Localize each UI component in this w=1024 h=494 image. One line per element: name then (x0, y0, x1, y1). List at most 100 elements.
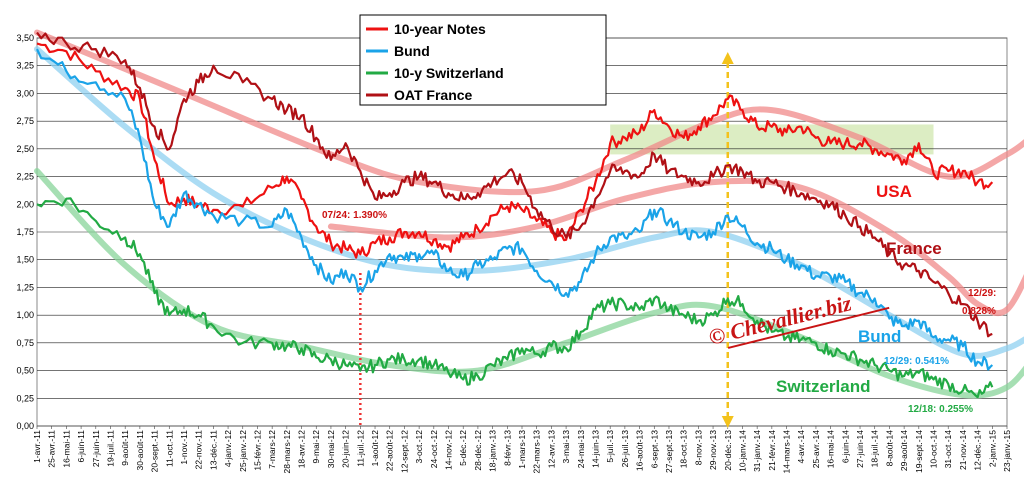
x-tick-label: 25-avr.-14 (811, 430, 821, 469)
y-tick-label: 1,25 (16, 282, 34, 292)
x-tick-label: 10-oct.-14 (929, 430, 939, 469)
annotation-france-value: 0.828% (962, 306, 996, 317)
x-tick-label: 20-juin-12 (341, 430, 351, 468)
y-axis-ticks: 0,00 0,25 0,50 0,75 1,00 1,25 1,50 1,75 2,00 2,25… (16, 33, 34, 431)
x-tick-label: 28-mars-12 (282, 430, 292, 474)
y-tick-label: 1,50 (16, 255, 34, 265)
annotation-bund-value: 12/29: 0.541% (884, 356, 949, 367)
annotation-switzerland: Switzerland (776, 377, 870, 396)
x-tick-label: 4-avr.-14 (796, 430, 806, 464)
series-line-oat-france (36, 31, 993, 338)
x-tick-label: 9-mai-12 (311, 430, 321, 464)
vline-arrow-down (721, 416, 734, 428)
x-tick-label: 13-déc.-11 (208, 430, 218, 470)
annotation-bund: Bund (858, 327, 901, 346)
x-tick-label: 21-févr.-14 (767, 430, 777, 471)
x-tick-label: 24-oct.-12 (429, 430, 439, 469)
x-tick-label: 23-janv.-15 (1002, 430, 1012, 472)
x-tick-label: 30-mai-12 (326, 430, 336, 469)
legend-box (359, 14, 607, 106)
y-tick-label: 2,50 (16, 144, 34, 154)
annotation-france: France (886, 239, 942, 258)
x-tick-label: 31-janv.-14 (752, 430, 762, 472)
series-line-10-y-switzerland (36, 197, 994, 399)
x-tick-label: 12-déc.-14 (973, 430, 983, 471)
y-tick-label: 2,25 (16, 172, 34, 182)
x-tick-label: 4-janv.-12 (223, 430, 233, 467)
y-tick-label: 3,50 (16, 33, 34, 43)
x-tick-label: 29-août-14 (899, 430, 909, 471)
watermark-underline (727, 306, 890, 349)
annotation-07-24: 07/24: 1.390% (322, 210, 387, 221)
x-tick-label: 8-août-14 (884, 430, 894, 467)
x-tick-label: 18-juil.-14 (870, 430, 880, 468)
legend-label-oat-france: OAT France (394, 87, 473, 103)
x-tick-label: 6-juin-14 (840, 430, 850, 463)
x-tick-label: 3-oct.-12 (414, 430, 424, 464)
x-tick-label: 22-mars-13 (532, 430, 542, 474)
x-tick-label: 5-juil.-13 (605, 430, 615, 463)
y-tick-label: 0,25 (16, 393, 34, 403)
series-line-bund (36, 48, 994, 371)
x-tick-label: 20-déc.-13 (723, 430, 733, 471)
x-tick-label: 1-nov.-11 (179, 430, 189, 465)
y-tick-label: 3,25 (16, 61, 34, 71)
trend-curve-0 (34, 29, 1024, 196)
x-tick-label: 20-sept.-11 (150, 430, 160, 473)
vline-arrow-up (721, 52, 734, 64)
y-tick-label: 1,00 (16, 310, 34, 320)
x-tick-label: 22-nov.-11 (194, 430, 204, 470)
legend: 10-year Notes Bund 10-y Switzerland OAT … (359, 14, 607, 106)
annotation-usa: USA (876, 182, 912, 201)
x-tick-label: 30-août-11 (135, 430, 145, 471)
trend-curve-2 (34, 46, 1024, 359)
x-tick-label: 8-nov.-13 (693, 430, 703, 466)
x-tick-label: 29-nov.-13 (708, 430, 718, 470)
x-tick-label: 11-juil.-12 (355, 430, 365, 467)
y-tick-label: 0,00 (16, 421, 34, 431)
x-tick-label: 16-mai-11 (61, 430, 71, 468)
vertical-markers (359, 52, 734, 428)
x-tick-label: 25-avr.-11 (47, 430, 57, 468)
y-tick-label: 2,00 (16, 199, 34, 209)
x-tick-label: 21-nov.-14 (958, 430, 968, 470)
x-tick-label: 16-août-13 (635, 430, 645, 471)
annotation-switzerland-value: 12/18: 0.255% (908, 404, 973, 415)
x-tick-label: 1-avr.-11 (32, 430, 42, 463)
x-tick-label: 27-sept.-13 (664, 430, 674, 473)
x-tick-label: 14-juin-13 (590, 430, 600, 468)
x-tick-label: 5-déc.-12 (458, 430, 468, 466)
x-tick-label: 1-août-12 (370, 430, 380, 467)
x-tick-label: 19-sept.-14 (914, 430, 924, 473)
x-tick-label: 19-juil.-11 (105, 430, 115, 467)
x-tick-label: 24-mai-13 (576, 430, 586, 469)
x-tick-label: 1-mars-13 (517, 430, 527, 469)
x-tick-label: 26-juil.-13 (620, 430, 630, 468)
x-tick-label: 18-janv.-13 (488, 430, 498, 472)
x-tick-label: 22-août-12 (385, 430, 395, 471)
x-tick-label: 18-oct.-13 (679, 430, 689, 469)
x-tick-label: 6-juin-11 (76, 430, 86, 463)
y-tick-label: 3,00 (16, 88, 34, 98)
x-tick-label: 27-juin-11 (91, 430, 101, 467)
x-tick-label: 16-mai-14 (826, 430, 836, 469)
annotations: 07/24: 1.390% USA France 12/29: 0.828% B… (322, 182, 996, 415)
legend-label-bund: Bund (394, 43, 430, 59)
x-tick-label: 31-oct.-14 (943, 430, 953, 469)
x-tick-label: 28-déc.-12 (473, 430, 483, 471)
x-tick-label: 10-janv.-14 (737, 430, 747, 472)
y-tick-label: 1,75 (16, 227, 34, 237)
annotation-france-date: 12/29: (968, 288, 996, 299)
series-line-10-year-notes (36, 42, 994, 259)
x-tick-label: 14-nov.-12 (444, 430, 454, 470)
x-tick-label: 3-mai-13 (561, 430, 571, 464)
x-tick-label: 6-sept.-13 (649, 430, 659, 469)
legend-label-switzerland: 10-y Switzerland (394, 65, 504, 81)
x-tick-label: 15-févr.-12 (252, 430, 262, 471)
x-tick-label: 2-janv.-15 (987, 430, 997, 467)
legend-label-10-year-notes: 10-year Notes (394, 21, 486, 37)
y-tick-label: 0,75 (16, 338, 34, 348)
y-tick-label: 0,50 (16, 366, 34, 376)
x-tick-label: 14-mars-14 (782, 430, 792, 474)
